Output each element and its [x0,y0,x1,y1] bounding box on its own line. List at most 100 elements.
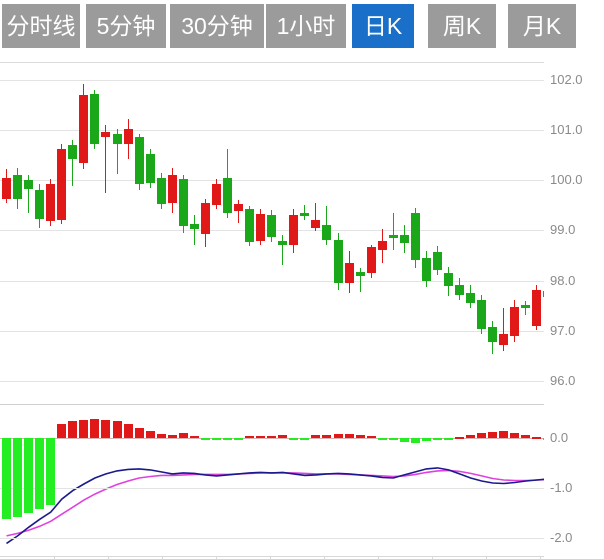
price-tick-label: 96.0 [550,373,576,388]
candle-body [532,289,542,327]
candlestick [488,56,498,410]
macd-histogram-bar [289,437,299,440]
macd-gridline [0,538,544,539]
candle-body [466,293,476,304]
tab-timeline[interactable]: 分时线 [2,4,80,48]
tab-label: 5分钟 [96,12,156,39]
macd-tick-label: -1.0 [550,480,573,495]
candle-wick [193,215,195,245]
macd-histogram-bar [300,437,310,440]
macd-histogram-bar [223,437,232,440]
macd-histogram-bar [101,419,111,438]
candle-body [90,93,100,144]
macd-histogram-bar [211,437,221,440]
tab-daily-k[interactable]: 日K [352,4,414,48]
macd-plot[interactable] [0,411,544,559]
price-gridline [0,281,544,282]
candlestick [278,56,288,410]
candlestick [245,56,255,410]
candlestick [543,56,544,410]
price-gridline [0,180,544,181]
candle-body [35,190,45,220]
macd-histogram-bar [178,433,188,438]
candle-body [432,251,442,270]
tab-1hour[interactable]: 1小时 [266,4,346,48]
macd-histogram-bar [90,418,100,438]
macd-histogram-bar [344,434,354,438]
price-tick-label: 97.0 [550,323,576,338]
x-axis-tick [378,556,379,559]
candlestick [477,56,487,410]
macd-histogram-bar [477,433,487,438]
tab-label: 日K [363,12,403,39]
macd-histogram-bar [532,436,542,439]
candlestick [223,56,232,410]
period-tab-bar: 分时线 5分钟 30分钟 1小时 日K 周K 月K [0,0,604,56]
macd-tick-label: -2.0 [550,530,573,545]
price-panel: 102.0 101.0 100.0 99.0 98.0 97.0 96.0 [0,56,604,410]
candle-body [399,234,409,244]
macd-histogram-bar [200,437,210,440]
candlestick [410,56,420,410]
candlestick [35,56,45,410]
candlestick [234,56,244,410]
tab-5min[interactable]: 5分钟 [86,4,166,48]
macd-histogram-bar [488,431,498,438]
candle-wick [72,139,74,187]
candle-body [256,214,266,241]
x-axis-tick [54,556,55,559]
candle-body [178,179,188,227]
candlestick [189,56,199,410]
candle-body [2,177,11,200]
macd-histogram-bar [311,435,321,438]
macd-lines [6,467,544,545]
macd-histogram-bar [377,437,387,440]
macd-histogram-bar [234,437,244,440]
candle-body [278,240,288,245]
candle-body [145,154,155,183]
x-axis-tick [432,556,433,559]
candle-body [444,273,453,286]
tab-label: 月K [522,12,562,39]
macd-histogram-bar [68,420,78,438]
macd-histogram-bar [256,435,266,438]
candle-body [167,175,177,203]
candle-body [46,184,56,222]
candlestick [455,56,465,410]
macd-histogram-bar [510,432,520,438]
candle-body [322,225,332,240]
candlestick [333,56,343,410]
tab-label: 周K [442,12,482,39]
x-axis-tick [270,556,271,559]
candle-body [68,144,78,160]
candlestick [178,56,188,410]
candlestick [300,56,310,410]
candle-body [101,132,111,138]
candlestick [200,56,210,410]
macd-histogram-bar [466,435,476,438]
candle-body [234,204,244,212]
tab-monthly-k[interactable]: 月K [508,4,576,48]
candlestick [377,56,387,410]
candle-body [344,263,354,284]
macd-panel: 0.0 -1.0 -2.0 [0,411,604,559]
candle-body [13,175,23,200]
candlestick [24,56,34,410]
candlestick [256,56,266,410]
price-tick-label: 102.0 [550,72,583,87]
candlestick [134,56,144,410]
candlestick [68,56,78,410]
price-tick-label: 98.0 [550,273,576,288]
macd-histogram-bar [13,437,23,518]
candle-wick [105,124,107,193]
tab-30min[interactable]: 30分钟 [170,4,264,48]
candlestick [57,56,67,410]
candlestick-plot[interactable] [0,56,544,410]
x-axis-tick [162,556,163,559]
x-axis [0,556,544,557]
macd-histogram-bar [2,437,11,520]
candlestick [366,56,376,410]
candle-body [200,202,210,235]
candle-body [267,215,277,237]
tab-weekly-k[interactable]: 周K [428,4,496,48]
